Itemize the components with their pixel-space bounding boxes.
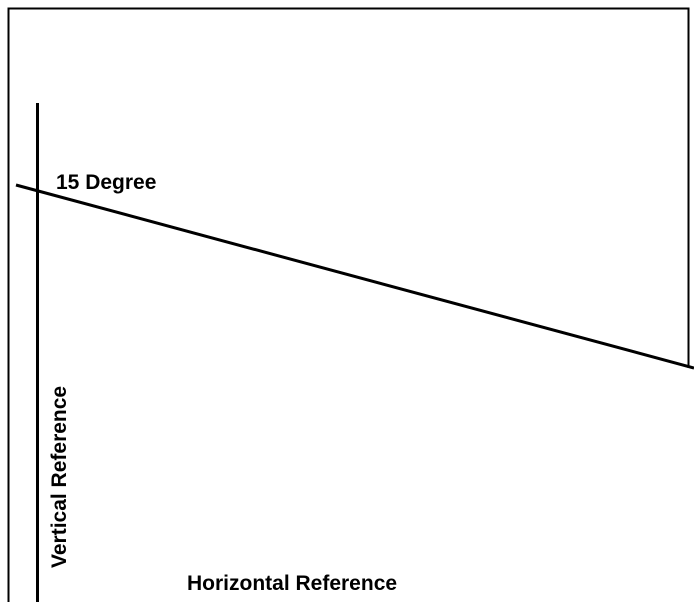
- angle-label: 15 Degree: [56, 171, 156, 194]
- angle-line: [15, 183, 694, 370]
- horizontal-reference-label: Horizontal Reference: [187, 572, 397, 595]
- vertical-reference-label: Vertical Reference: [48, 386, 71, 568]
- diagram-frame: [7, 7, 690, 602]
